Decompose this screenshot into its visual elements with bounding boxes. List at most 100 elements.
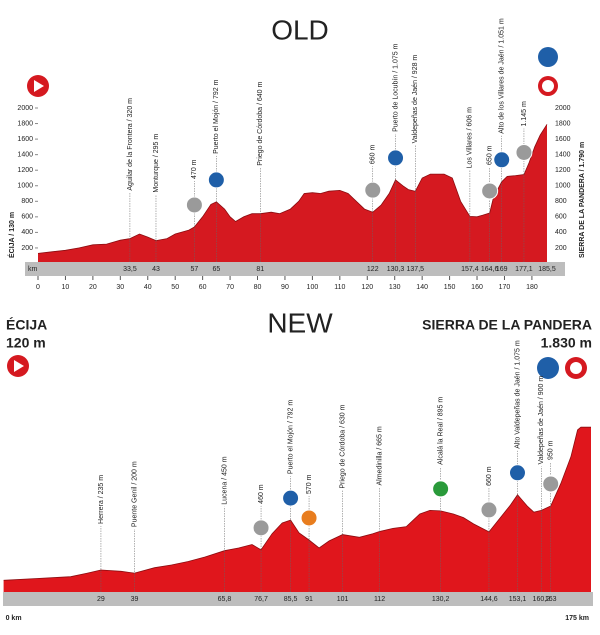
x-tick-label: 100 — [307, 284, 319, 291]
marker-label: Los Villares / 606 m — [467, 107, 474, 169]
finish-icon — [537, 357, 587, 379]
x-tick-label: 160 — [471, 284, 483, 291]
km-bar — [25, 262, 565, 276]
x-tick-label: 90 — [281, 284, 289, 291]
climb-icon — [508, 464, 526, 482]
km-label: 39 — [131, 596, 139, 603]
km-label: 163 — [545, 596, 557, 603]
marker-label: Puerto el Mojón / 792 m — [213, 79, 220, 153]
x-tick-label: 30 — [116, 284, 124, 291]
y-tick-label-right: 1000 — [555, 183, 571, 190]
marker-label: Priego de Córdoba / 640 m — [257, 82, 264, 166]
y-tick-label: 1800 — [17, 120, 33, 127]
y-tick-label-right: 600 — [555, 214, 567, 221]
x-tick-label: 10 — [62, 284, 70, 291]
km-label: 33,5 — [123, 266, 137, 273]
km-label: 185,5 — [538, 266, 556, 273]
x-tick-label: 0 — [36, 284, 40, 291]
chart-title: NEW — [267, 307, 333, 338]
marker-label: 460 m — [258, 484, 265, 504]
x-tick-label: 180 — [526, 284, 538, 291]
y-tick-label-right: 800 — [555, 198, 567, 205]
finish-icon — [538, 47, 558, 96]
x-tick-label: 140 — [416, 284, 428, 291]
km-label: 160,2 — [533, 596, 551, 603]
marker-label: 650 m — [486, 145, 493, 165]
km-label: 164,6 — [481, 266, 499, 273]
y-tick-label: 1600 — [17, 136, 33, 143]
climb-icon — [480, 501, 498, 519]
km-label: 157,4 — [461, 266, 479, 273]
km-label: 122 — [367, 266, 379, 273]
climb-icon — [252, 519, 270, 537]
climb-icon — [300, 509, 318, 527]
climb-icon — [387, 149, 405, 167]
x-tick-label: 60 — [199, 284, 207, 291]
x-tick-label: 70 — [226, 284, 234, 291]
marker-label: 570 m — [306, 474, 313, 494]
area-fill — [38, 124, 547, 262]
y-tick-label-right: 1600 — [555, 136, 571, 143]
x-tick-label: 110 — [334, 284, 345, 291]
marker-label: Almedinilla / 665 m — [376, 426, 383, 485]
climb-icon — [481, 182, 499, 200]
km-label: 153,1 — [509, 596, 527, 603]
end-label: SIERRA DE LA PANDERA / 1.790 m — [579, 142, 586, 258]
x-tick-label: 20 — [89, 284, 97, 291]
climb-icon — [282, 489, 300, 507]
start-icon — [7, 355, 29, 377]
climb-icon — [515, 143, 533, 161]
climb-icon — [432, 480, 450, 498]
end-altitude: 1.830 m — [541, 335, 592, 351]
km-label: 65 — [212, 266, 220, 273]
start-label: ÉCIJA / 130 m — [7, 212, 16, 258]
x-tick-label: 150 — [444, 284, 456, 291]
marker-label: Puerto el Mojón / 792 m — [287, 400, 294, 474]
y-tick-label-right: 1800 — [555, 120, 571, 127]
x-tick-label: 0 km — [6, 615, 22, 622]
marker-label: 950 m — [548, 440, 555, 460]
marker-label: Aguilar de la Frontera / 320 m — [127, 98, 134, 191]
marker-label: Valdepeñas de Jaén / 900 m — [538, 376, 545, 465]
km-label: 76,7 — [254, 596, 268, 603]
y-tick-label-right: 1400 — [555, 151, 571, 158]
marker-label: Herrera / 235 m — [98, 475, 105, 524]
km-label: 29 — [97, 596, 105, 603]
x-tick-label: 40 — [144, 284, 152, 291]
climb-icon — [542, 475, 560, 493]
climb-icon — [493, 151, 511, 169]
km-label: 177,1 — [515, 266, 533, 273]
climb-icon — [364, 181, 382, 199]
km-label: 81 — [256, 266, 264, 273]
y-tick-label: 800 — [21, 198, 33, 205]
y-tick-label: 600 — [21, 214, 33, 221]
km-bar — [3, 592, 593, 606]
x-axis-label: km — [28, 266, 38, 273]
km-label: 65,8 — [218, 596, 232, 603]
marker-label: 660 m — [486, 466, 493, 486]
marker-label: Valdepeñas de Jaén / 928 m — [412, 55, 419, 144]
y-tick-label-right: 1200 — [555, 167, 571, 174]
x-tick-label: 175 km — [565, 615, 589, 622]
y-tick-label-right: 200 — [555, 245, 567, 252]
start-altitude: 120 m — [6, 335, 46, 351]
km-label: 144,6 — [480, 596, 498, 603]
marker-label: 1.145 m — [521, 101, 528, 126]
km-label: 137,5 — [407, 266, 425, 273]
km-label: 101 — [337, 596, 349, 603]
marker-label: Alcalá la Real / 895 m — [437, 397, 444, 465]
km-label: 169 — [496, 266, 508, 273]
end-name: SIERRA DE LA PANDERA — [422, 317, 592, 333]
y-tick-label: 400 — [21, 229, 33, 236]
km-label: 57 — [191, 266, 199, 273]
marker-label: Monturque / 295 m — [153, 134, 160, 193]
y-tick-label: 200 — [21, 245, 33, 252]
marker-label: Puente Genil / 200 m — [131, 461, 138, 527]
km-label: 130,2 — [432, 596, 450, 603]
y-tick-label: 2000 — [17, 105, 33, 112]
marker-label: Lucena / 450 m — [221, 456, 228, 504]
marker-label: Alto de los Villares de Jaén / 1.051 m — [499, 18, 506, 134]
marker-label: 470 m — [191, 159, 198, 179]
marker-label: Puerto de Locubín / 1.075 m — [392, 43, 399, 132]
